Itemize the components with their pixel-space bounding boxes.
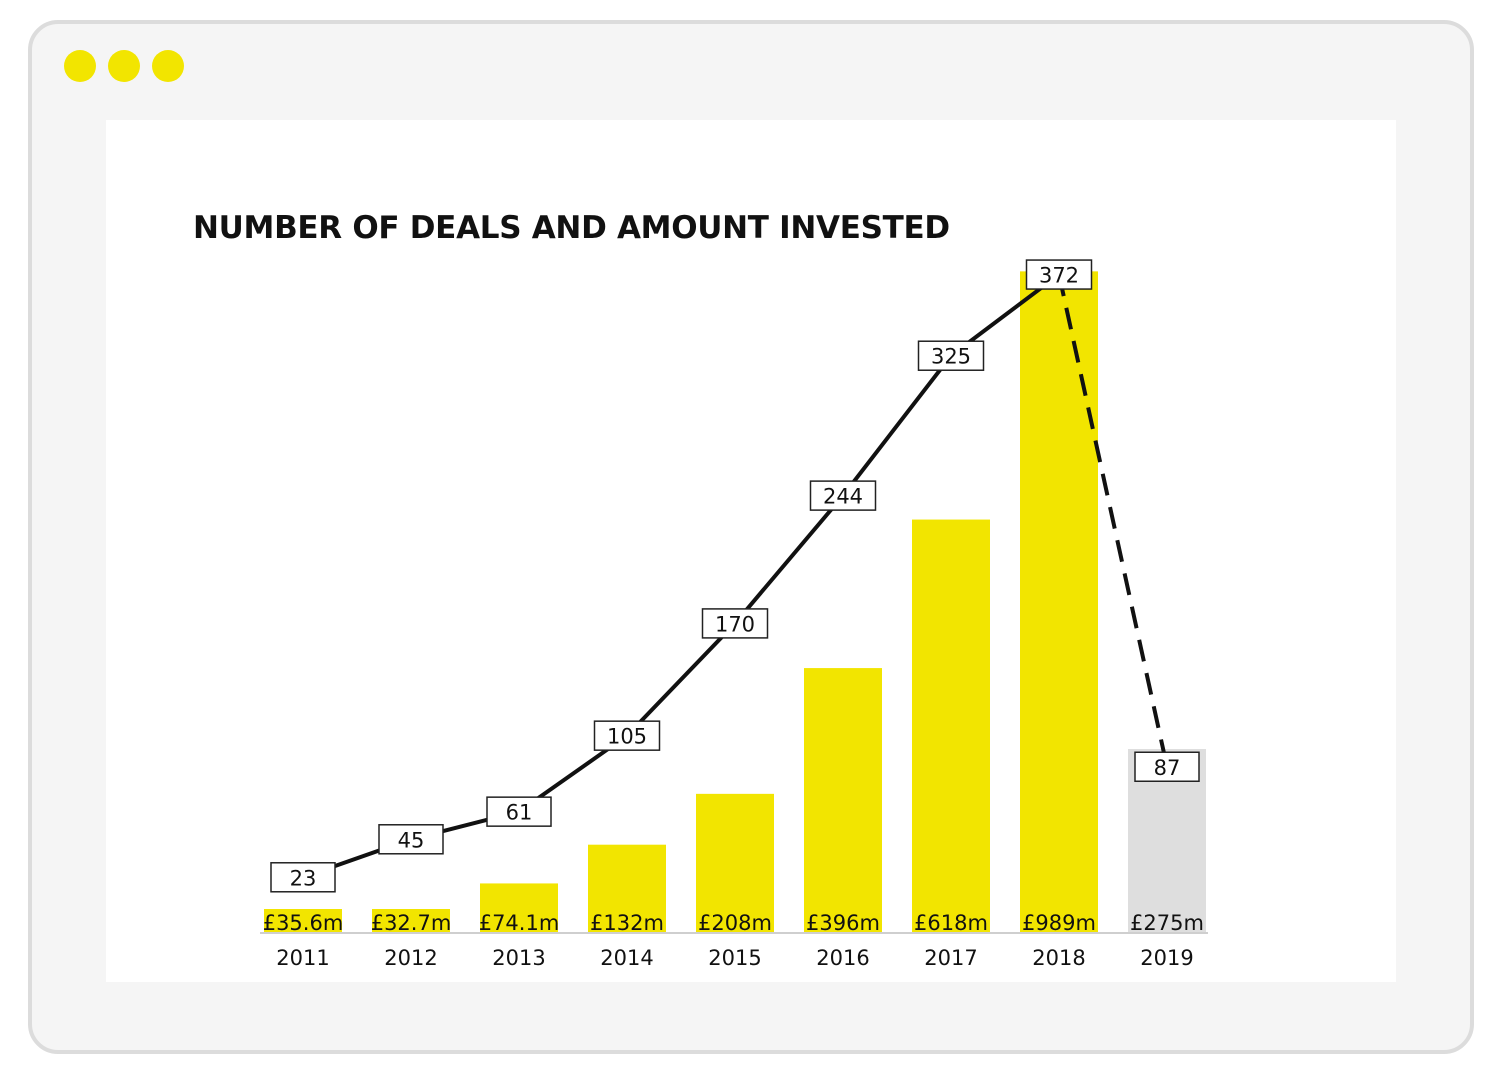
deals-box-2011	[270, 862, 336, 893]
window-dot-1	[64, 50, 96, 82]
bar-label-2013: £74.1m	[479, 911, 560, 935]
deals-label-2015: 170	[715, 612, 755, 636]
deals-label-2012: 45	[398, 828, 425, 852]
deals-box-2016	[809, 480, 877, 511]
x-tick-2018: 2018	[1032, 946, 1085, 970]
deals-label-2011: 23	[290, 866, 317, 890]
deals-box-2015	[701, 608, 769, 639]
x-tick-2017: 2017	[924, 946, 977, 970]
deals-box-2012	[378, 824, 444, 855]
bar-label-2018: £989m	[1022, 911, 1096, 935]
bar-label-2015: £208m	[698, 911, 772, 935]
deals-box-2018	[1025, 259, 1093, 290]
bar-2016	[804, 668, 882, 933]
deals-line-projection	[1057, 274, 1169, 768]
bar-2018	[1020, 271, 1098, 933]
bar-2012	[372, 909, 450, 933]
bar-2011	[264, 909, 342, 933]
deals-label-2017: 325	[931, 345, 971, 369]
bar-2013	[480, 883, 558, 933]
bar-2014	[588, 844, 666, 933]
window-dot-3	[152, 50, 184, 82]
deals-box-2017	[917, 340, 985, 371]
deals-label-2016: 244	[823, 485, 863, 509]
deals-box-2019	[1134, 751, 1200, 783]
deals-box-2014	[593, 720, 661, 751]
bar-2015	[696, 793, 774, 933]
bar-label-2012: £32.7m	[371, 911, 452, 935]
bar-label-2019: £275m	[1130, 911, 1204, 935]
x-tick-2012: 2012	[384, 946, 437, 970]
bar-label-2017: £618m	[914, 911, 988, 935]
bar-label-2011: £35.6m	[263, 911, 344, 935]
deals-label-2019: 87	[1154, 756, 1181, 780]
bar-2017	[912, 519, 990, 933]
x-tick-2016: 2016	[816, 946, 869, 970]
x-tick-2013: 2013	[492, 946, 545, 970]
deals-label-2014: 105	[607, 725, 647, 749]
x-tick-2019: 2019	[1140, 946, 1193, 970]
bar-label-2014: £132m	[590, 911, 664, 935]
bar-label-2016: £396m	[806, 911, 880, 935]
x-tick-2014: 2014	[600, 946, 653, 970]
deals-box-2013	[486, 796, 552, 827]
deals-label-2013: 61	[506, 801, 533, 825]
deals-label-2018: 372	[1039, 264, 1079, 288]
x-tick-2011: 2011	[276, 946, 329, 970]
window-dot-2	[108, 50, 140, 82]
x-tick-2015: 2015	[708, 946, 761, 970]
chart-title: NUMBER OF DEALS AND AMOUNT INVESTED	[193, 210, 950, 246]
